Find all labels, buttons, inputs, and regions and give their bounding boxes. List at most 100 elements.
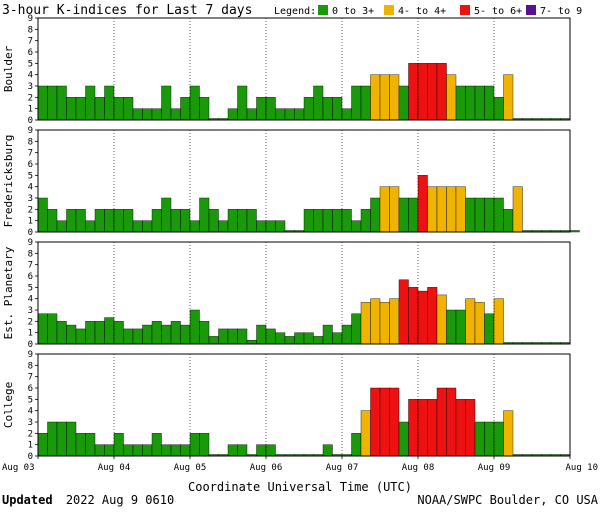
- bar-3-2: [56, 421, 67, 457]
- bar-3-23: [256, 444, 267, 457]
- bar-3-37: [389, 387, 400, 457]
- bar-3-47: [484, 421, 495, 457]
- bar-1-44: [455, 186, 466, 233]
- bar-0-17: [199, 97, 210, 121]
- y-tick-label: 9: [28, 350, 33, 360]
- bar-2-16: [189, 309, 200, 345]
- bar-0-49: [503, 74, 514, 121]
- y-tick-label: 7: [28, 149, 33, 159]
- bar-1-23: [256, 220, 267, 233]
- bar-2-19: [218, 328, 229, 345]
- bar-1-34: [360, 209, 371, 233]
- bar-0-7: [104, 85, 115, 121]
- bar-2-23: [256, 324, 267, 345]
- legend-swatch-0: [318, 5, 328, 15]
- bar-1-0: [37, 197, 48, 233]
- bar-3-35: [370, 387, 381, 457]
- y-tick-label: 1: [28, 105, 33, 115]
- bar-1-11: [142, 220, 153, 233]
- bar-0-32: [341, 108, 352, 121]
- bar-1-37: [389, 186, 400, 233]
- bar-0-16: [189, 85, 200, 121]
- bar-3-6: [94, 444, 105, 457]
- bar-3-9: [123, 444, 134, 457]
- legend-swatch-3: [526, 5, 536, 15]
- y-tick-label: 3: [28, 194, 33, 204]
- y-tick-label: 8: [28, 137, 33, 147]
- bar-3-10: [132, 444, 143, 457]
- y-tick-label: 8: [28, 25, 33, 35]
- bar-3-12: [151, 433, 162, 457]
- bar-1-13: [161, 197, 172, 233]
- bar-0-44: [455, 85, 466, 121]
- panel-0: 01 234 567 89 Boulder: [2, 14, 571, 126]
- bar-1-6: [94, 209, 105, 233]
- bar-2-30: [322, 324, 333, 345]
- bar-0-42: [436, 63, 447, 121]
- bar-0-11: [142, 108, 153, 121]
- bar-0-15: [180, 97, 191, 121]
- bar-2-31: [332, 332, 343, 345]
- bar-2-6: [94, 321, 105, 345]
- y-tick-label: 4: [28, 295, 33, 305]
- bar-1-32: [341, 209, 352, 233]
- bar-1-42: [436, 186, 447, 233]
- bar-0-4: [75, 97, 86, 121]
- y-tick-label: 4: [28, 183, 33, 193]
- bar-1-25: [275, 220, 286, 233]
- bar-1-14: [170, 209, 181, 233]
- bar-1-41: [427, 186, 438, 233]
- bar-1-31: [332, 209, 343, 233]
- x-axis-label: Coordinate Universal Time (UTC): [188, 480, 412, 494]
- bar-3-16: [189, 433, 200, 457]
- bar-1-20: [227, 209, 238, 233]
- bar-3-46: [474, 421, 485, 457]
- bar-3-0: [37, 433, 48, 457]
- bar-2-17: [199, 321, 210, 345]
- y-tick-label: 6: [28, 48, 33, 58]
- footer-source: NOAA/SWPC Boulder, CO USA: [417, 493, 598, 507]
- bar-0-43: [446, 74, 457, 121]
- bar-0-8: [113, 97, 124, 121]
- bar-0-39: [408, 63, 419, 121]
- x-tick-label: Aug 10: [565, 463, 598, 473]
- y-tick-label: 2: [28, 317, 33, 327]
- legend-swatch-2: [460, 5, 470, 15]
- bar-3-17: [199, 433, 210, 457]
- panel-frame: [37, 241, 571, 345]
- bar-2-46: [474, 302, 485, 345]
- bar-2-44: [455, 309, 466, 345]
- bar-2-3: [66, 324, 77, 345]
- bar-3-7: [104, 444, 115, 457]
- bar-2-5: [85, 321, 96, 345]
- bar-2-0: [37, 313, 48, 345]
- bar-2-34: [360, 302, 371, 345]
- bar-3-41: [427, 399, 438, 457]
- bar-0-6: [94, 97, 105, 121]
- y-tick-label: 7: [28, 37, 33, 47]
- y-tick-label: 3: [28, 306, 33, 316]
- bar-1-18: [208, 209, 219, 233]
- y-tick-label: 5: [28, 171, 33, 181]
- bar-1-3: [66, 209, 77, 233]
- legend-label-2: 5- to 6+: [474, 6, 522, 17]
- bar-2-40: [417, 290, 428, 345]
- bar-0-48: [493, 97, 504, 121]
- bar-2-37: [389, 298, 400, 345]
- bar-3-39: [408, 399, 419, 457]
- bar-2-41: [427, 287, 438, 345]
- bar-0-5: [85, 85, 96, 121]
- bar-3-1: [47, 421, 58, 457]
- bar-1-39: [408, 197, 419, 233]
- panel-2: 01 234 567 89 Est. Planetary: [2, 238, 571, 350]
- y-tick-label: 6: [28, 160, 33, 170]
- bar-0-9: [123, 97, 134, 121]
- bar-0-41: [427, 63, 438, 121]
- bar-0-13: [161, 85, 172, 121]
- bar-0-37: [389, 74, 400, 121]
- bar-0-25: [275, 108, 286, 121]
- bar-1-40: [417, 175, 428, 233]
- bar-3-45: [465, 399, 476, 457]
- bar-2-48: [493, 298, 504, 345]
